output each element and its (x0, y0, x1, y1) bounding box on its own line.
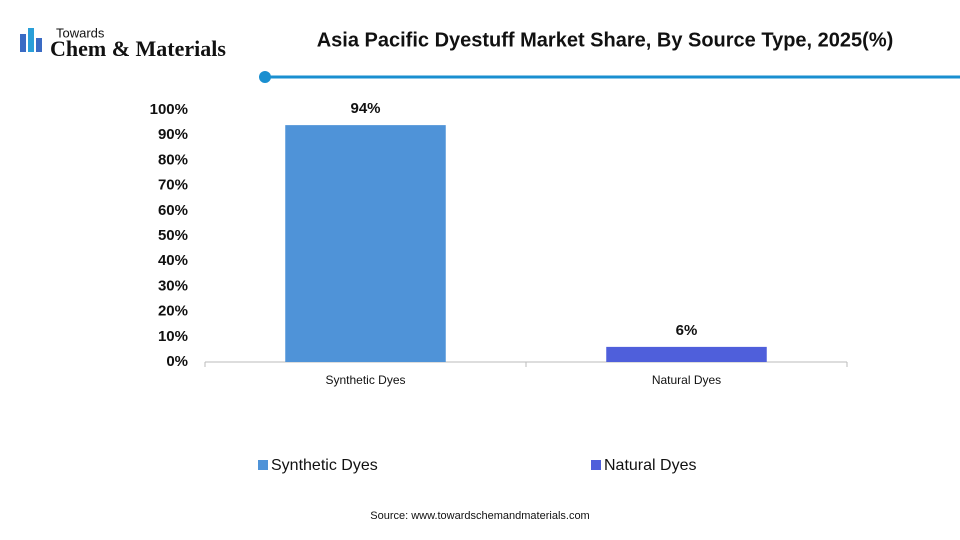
logo-text: Chem & Materials (50, 36, 226, 61)
y-tick-label: 90% (158, 126, 188, 143)
data-label: 94% (350, 100, 380, 117)
chart-title: Asia Pacific Dyestuff Market Share, By S… (317, 29, 894, 51)
y-tick-label: 60% (158, 202, 188, 219)
y-tick-label: 100% (150, 101, 188, 118)
source-note: Source: www.towardschemandmaterials.com (370, 510, 589, 522)
logo-icon (20, 34, 26, 52)
y-tick-label: 80% (158, 151, 188, 168)
y-tick-label: 10% (158, 328, 188, 345)
legend-swatch (591, 460, 601, 470)
logo-icon (36, 38, 42, 52)
logo: Towards Chem & Materials (20, 25, 226, 61)
x-tick-label: Natural Dyes (652, 373, 721, 387)
bar (606, 346, 767, 362)
legend-swatch (258, 460, 268, 470)
logo-icon (28, 28, 34, 52)
y-tick-label: 50% (158, 227, 188, 244)
y-tick-label: 40% (158, 252, 188, 269)
data-label: 6% (676, 322, 698, 339)
y-tick-label: 20% (158, 303, 188, 320)
title-rule-dot (259, 71, 271, 83)
legend-label: Natural Dyes (604, 457, 696, 474)
legend-label: Synthetic Dyes (271, 457, 378, 474)
y-tick-label: 30% (158, 277, 188, 294)
y-tick-label: 0% (166, 353, 188, 370)
logo-text: Towards (56, 25, 105, 40)
bar (285, 125, 446, 363)
y-tick-label: 70% (158, 177, 188, 194)
x-tick-label: Synthetic Dyes (325, 373, 405, 387)
